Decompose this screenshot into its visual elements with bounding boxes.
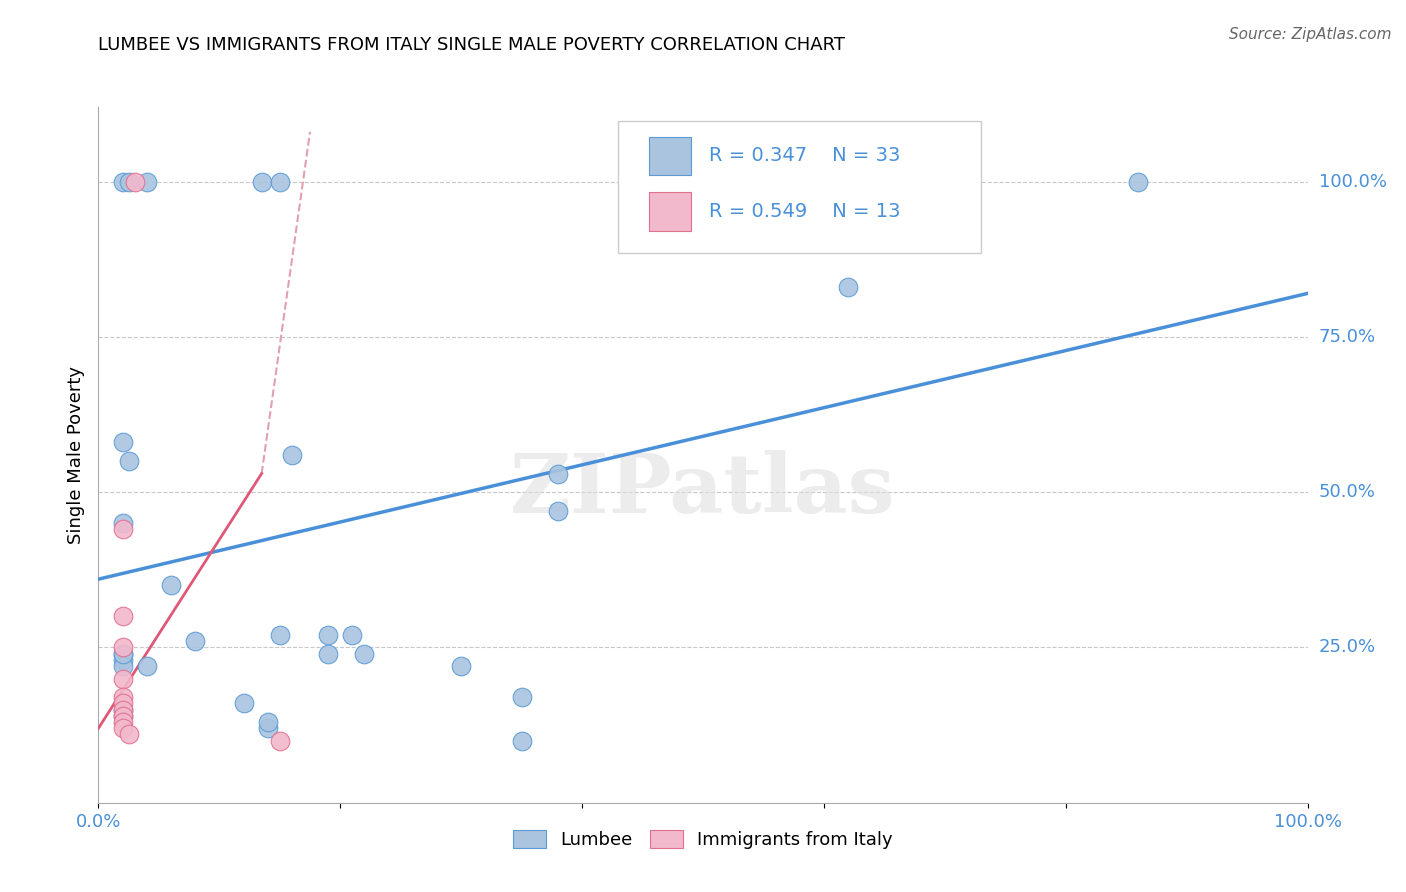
Point [111, 653, 134, 667]
Point [111, 708, 134, 723]
Point [250, 175, 273, 189]
Point [111, 714, 134, 729]
FancyBboxPatch shape [648, 136, 690, 175]
Point [1128, 175, 1150, 189]
Point [135, 659, 157, 673]
Point [184, 634, 207, 648]
Y-axis label: Single Male Poverty: Single Male Poverty [66, 366, 84, 544]
Point [510, 733, 533, 747]
Point [124, 175, 146, 189]
FancyBboxPatch shape [648, 193, 690, 230]
Point [111, 703, 134, 717]
Point [111, 435, 134, 450]
Point [269, 733, 291, 747]
Point [510, 690, 533, 705]
Text: R = 0.549    N = 13: R = 0.549 N = 13 [709, 202, 901, 221]
Point [111, 672, 134, 686]
Point [281, 448, 304, 462]
Point [111, 659, 134, 673]
Point [450, 659, 472, 673]
Point [353, 647, 375, 661]
Point [269, 175, 291, 189]
Point [256, 714, 278, 729]
Point [111, 175, 134, 189]
Text: R = 0.347    N = 33: R = 0.347 N = 33 [709, 146, 900, 165]
Point [118, 727, 141, 741]
Point [232, 697, 254, 711]
Point [342, 628, 364, 642]
Point [111, 609, 134, 624]
Text: 25.0%: 25.0% [1319, 639, 1376, 657]
Text: Source: ZipAtlas.com: Source: ZipAtlas.com [1229, 27, 1392, 42]
Text: LUMBEE VS IMMIGRANTS FROM ITALY SINGLE MALE POVERTY CORRELATION CHART: LUMBEE VS IMMIGRANTS FROM ITALY SINGLE M… [98, 36, 845, 54]
Text: 75.0%: 75.0% [1319, 328, 1376, 346]
Point [316, 628, 339, 642]
Text: 100.0%: 100.0% [1319, 172, 1386, 191]
Point [111, 721, 134, 735]
Point [111, 647, 134, 661]
Text: 50.0%: 50.0% [1319, 483, 1375, 501]
Point [316, 647, 339, 661]
Point [269, 628, 291, 642]
Legend: Lumbee, Immigrants from Italy: Lumbee, Immigrants from Italy [506, 822, 900, 856]
Point [256, 721, 278, 735]
Point [111, 647, 134, 661]
Point [547, 467, 569, 481]
FancyBboxPatch shape [619, 121, 981, 253]
Point [111, 640, 134, 655]
Point [837, 280, 859, 294]
Point [135, 175, 157, 189]
Point [118, 454, 141, 468]
Point [111, 703, 134, 717]
Point [111, 516, 134, 531]
Point [111, 697, 134, 711]
Point [118, 175, 141, 189]
Text: ZIPatlas: ZIPatlas [510, 450, 896, 530]
Point [111, 708, 134, 723]
Point [111, 523, 134, 537]
Point [547, 504, 569, 518]
Point [111, 690, 134, 705]
Point [160, 578, 183, 592]
